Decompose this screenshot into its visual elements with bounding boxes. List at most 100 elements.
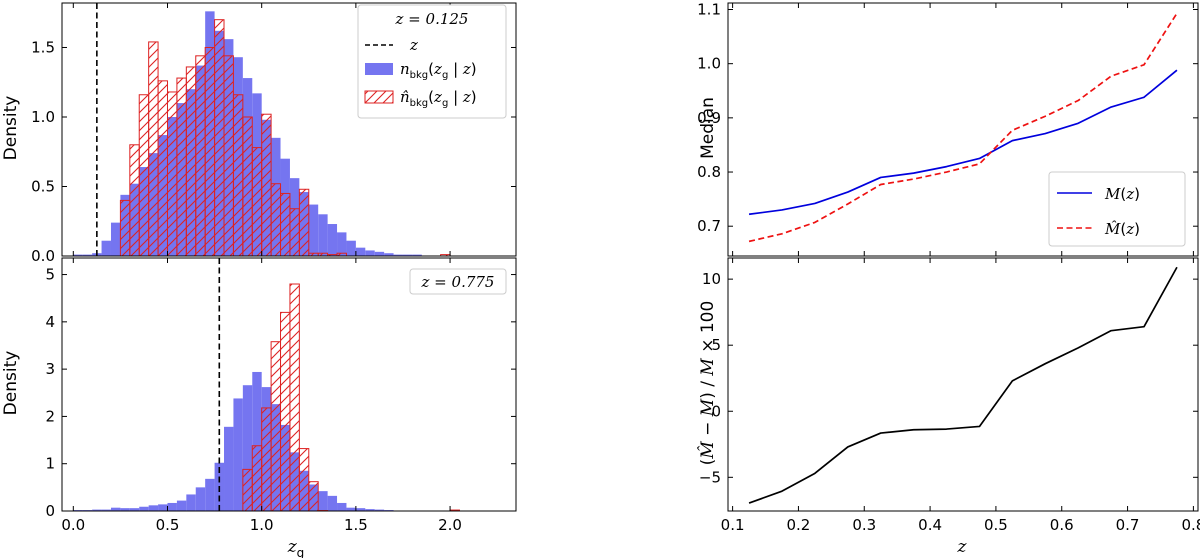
bar-hatched-hist_bottom-20 xyxy=(261,407,272,512)
bar-filled-hist_bottom-6 xyxy=(129,508,140,511)
bar-hatched-hist_top-20 xyxy=(261,113,272,257)
ytick-label-hist_bottom-1: 1 xyxy=(45,455,55,473)
histogram-top-legend: z = 0.125 z nbkg(zg | z) n̂bkg(zg | z) xyxy=(357,4,507,119)
bar-filled-hist_bottom-4 xyxy=(110,507,121,511)
bar-filled-hist_bottom-29 xyxy=(346,507,356,511)
median-frame xyxy=(727,2,1199,257)
difference-frame xyxy=(727,257,1199,512)
series-point-median_line-0-11 xyxy=(1110,106,1112,108)
xtick-label-hist_bottom-2: 1.0 xyxy=(250,516,274,534)
bar-filled-hist_bottom-16 xyxy=(224,426,234,511)
series-point-relative_difference-0-10 xyxy=(1077,347,1079,349)
bar-filled-hist_bottom-31 xyxy=(365,509,375,511)
panel-histogram-top: 0.0 0.5 1.0 1.5 Density z = 0.125 z nbkg(zg… xyxy=(1,2,517,265)
difference-ylabel: (M̂ − M) / M × 100 xyxy=(698,301,718,466)
bar-filled-hist_top-32 xyxy=(374,251,385,256)
bar-hatched-hist_top-9 xyxy=(157,80,168,257)
bar-hatched-hist_top-24 xyxy=(298,188,310,257)
xtick-label-hist_bottom-4: 2.0 xyxy=(438,516,462,534)
bar-filled-hist_top-28 xyxy=(337,232,347,256)
bar-hatched-hist_top-14 xyxy=(204,46,216,257)
bar-filled-hist_top-36 xyxy=(412,254,422,256)
bar-filled-hist_top-27 xyxy=(327,224,338,256)
series-point-median_line-1-4 xyxy=(880,183,882,185)
histogram-bottom-ylabel: Density xyxy=(1,351,21,416)
bar-filled-hist_top-34 xyxy=(393,254,403,256)
bar-hatched-hist_bottom-24 xyxy=(298,448,310,512)
bar-hatched-hist_top-10 xyxy=(166,91,178,257)
legend-m-label: M(z) xyxy=(1104,185,1140,203)
bar-hatched-hist_bottom-21 xyxy=(270,341,282,512)
xtick-label-relative_difference-0: 0.1 xyxy=(721,516,745,534)
bar-filled-hist_bottom-30 xyxy=(355,508,366,511)
histogram-top-ticks: 0.0 0.5 1.0 1.5 xyxy=(31,3,516,265)
bar-filled-hist_bottom-12 xyxy=(186,494,196,511)
series-point-relative_difference-0-13 xyxy=(1176,266,1178,268)
bar-filled-hist_top-26 xyxy=(318,214,328,256)
bar-filled-hist_top-30 xyxy=(355,247,366,256)
legend-title-top: z = 0.125 xyxy=(395,10,469,28)
histogram-bottom-marks xyxy=(73,258,460,512)
series-point-relative_difference-0-3 xyxy=(847,446,849,448)
histogram-top-ylabel: Density xyxy=(1,96,21,161)
ytick-label-hist_bottom-5: 5 xyxy=(45,266,55,284)
bar-hatched-hist_top-11 xyxy=(176,77,187,257)
ytick-label-relative_difference-2: 5 xyxy=(711,336,721,354)
histogram-bottom-legend: z = 0.775 xyxy=(409,268,507,295)
series-point-median_line-0-12 xyxy=(1143,96,1145,98)
bar-filled-hist_top-3 xyxy=(101,240,111,256)
series-line-relative_difference-0 xyxy=(748,266,1178,504)
legend-mhat-label: M̂(z) xyxy=(1104,220,1140,238)
series-point-median_line-1-5 xyxy=(912,178,914,180)
ytick-label-median_line-4: 1.1 xyxy=(697,1,721,19)
series-point-median_line-1-7 xyxy=(978,163,980,165)
series-point-median_line-0-0 xyxy=(748,213,750,215)
legend-title-bottom: z = 0.775 xyxy=(421,273,495,291)
bar-filled-hist_bottom-13 xyxy=(195,487,206,511)
series-point-median_line-1-3 xyxy=(847,203,849,205)
xtick-label-relative_difference-1: 0.2 xyxy=(787,516,811,534)
series-point-relative_difference-0-11 xyxy=(1110,329,1112,331)
series-point-relative_difference-0-12 xyxy=(1143,325,1145,327)
series-line-median_line-1 xyxy=(748,12,1178,243)
bar-hatched-hist_top-22 xyxy=(280,192,291,257)
series-point-median_line-1-0 xyxy=(748,240,750,242)
legend-vline-label: z xyxy=(409,36,418,54)
bar-filled-hist_bottom-10 xyxy=(167,502,177,511)
bar-hatched-hist_top-19 xyxy=(251,147,263,257)
series-point-relative_difference-0-2 xyxy=(814,472,816,474)
panel-relative-difference: 0.1 0.2 0.3 0.4 0.5 0.6 0.7 0.8 −5 0 5 10 (M̂ − M) … xyxy=(698,257,1200,557)
series-point-median_line-0-3 xyxy=(847,191,849,193)
bar-filled-hist_top-4 xyxy=(110,222,121,256)
bar-filled-hist_bottom-2 xyxy=(92,509,102,511)
bar-hatched-hist_bottom-18 xyxy=(242,468,253,512)
series-point-median_line-0-1 xyxy=(781,209,783,211)
bar-hatched-hist_bottom-23 xyxy=(289,283,300,512)
legend-hatched-swatch xyxy=(364,90,394,104)
series-point-relative_difference-0-4 xyxy=(880,432,882,434)
bar-hatched-hist_bottom-25 xyxy=(308,481,319,512)
series-point-median_line-1-13 xyxy=(1176,12,1178,14)
bar-filled-hist_bottom-3 xyxy=(101,509,111,511)
bar-filled-hist_bottom-5 xyxy=(120,508,130,511)
series-point-median_line-0-7 xyxy=(978,157,980,159)
series-point-median_line-0-8 xyxy=(1011,139,1013,141)
ytick-label-hist_bottom-0: 0 xyxy=(45,502,55,520)
xtick-label-hist_bottom-3: 1.5 xyxy=(344,516,368,534)
bar-hatched-hist_bottom-22 xyxy=(280,311,291,512)
bar-filled-hist_bottom-32 xyxy=(374,509,385,511)
series-point-relative_difference-0-9 xyxy=(1044,362,1046,364)
series-point-median_line-0-13 xyxy=(1176,69,1178,71)
series-point-median_line-1-8 xyxy=(1011,129,1013,131)
bar-hatched-hist_top-12 xyxy=(185,66,197,257)
bar-filled-hist_top-35 xyxy=(402,254,413,256)
bar-filled-hist_bottom-18 xyxy=(242,385,253,511)
bar-filled-hist_bottom-27 xyxy=(327,495,338,511)
ytick-label-median_line-2: 0.9 xyxy=(697,109,721,127)
ytick-label-hist_top-1: 0.5 xyxy=(31,177,55,195)
series-point-relative_difference-0-1 xyxy=(781,490,783,492)
difference-marks xyxy=(748,266,1178,504)
series-point-median_line-0-2 xyxy=(814,202,816,204)
series-point-median_line-1-11 xyxy=(1110,75,1112,77)
bar-filled-hist_top-33 xyxy=(384,253,394,256)
